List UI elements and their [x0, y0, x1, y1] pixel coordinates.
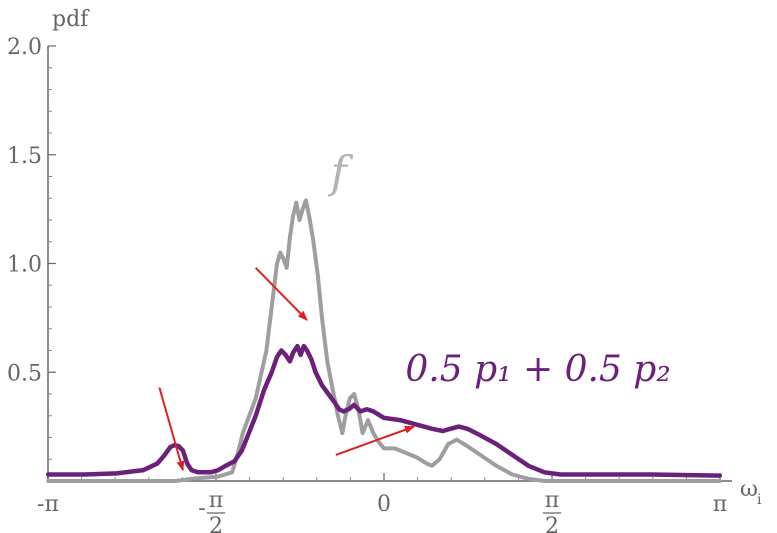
x-tick-numerator-3: π	[545, 488, 559, 513]
annotation-layer: f 0.5 p₁ + 0.5 p₂	[328, 147, 671, 390]
x-axis-label-subscript: i	[757, 492, 762, 508]
x-tick-fraction-1: - π2	[198, 488, 225, 533]
series-line-f	[46, 198, 722, 483]
arrows-layer	[158, 267, 415, 472]
x-tick-numerator-1: π	[209, 488, 223, 513]
ticks-layer: 0.51.01.52.0-π - π20 π2π	[7, 35, 727, 533]
annotation-f-label: f	[328, 147, 354, 198]
y-tick-label-1: 1.0	[7, 253, 42, 278]
x-tick-denominator-3: 2	[545, 514, 559, 533]
x-tick-label-0: -π	[37, 492, 59, 517]
x-tick-fraction-3: π2	[543, 488, 562, 533]
annotation-arrow-1	[158, 387, 185, 472]
x-tick-label-2: 0	[377, 492, 391, 517]
y-axis-label: pdf	[52, 7, 90, 32]
y-tick-label-3: 2.0	[7, 35, 42, 60]
x-axis-label: ω	[740, 477, 758, 502]
x-tick-label-4: π	[713, 492, 727, 517]
labels-layer: pdf ω i	[52, 7, 762, 508]
series-line-mixture	[45, 343, 723, 478]
series-layer	[45, 198, 723, 483]
y-tick-label-2: 1.5	[7, 144, 42, 169]
annotation-mixture-label: 0.5 p₁ + 0.5 p₂	[405, 349, 670, 390]
annotation-arrow-0	[254, 267, 308, 321]
x-tick-denominator-1: 2	[209, 514, 223, 533]
y-tick-label-0: 0.5	[7, 361, 42, 386]
axes-layer	[47, 46, 732, 482]
annotation-arrow-2	[335, 425, 415, 456]
x-tick-sign-1: -	[198, 496, 205, 521]
